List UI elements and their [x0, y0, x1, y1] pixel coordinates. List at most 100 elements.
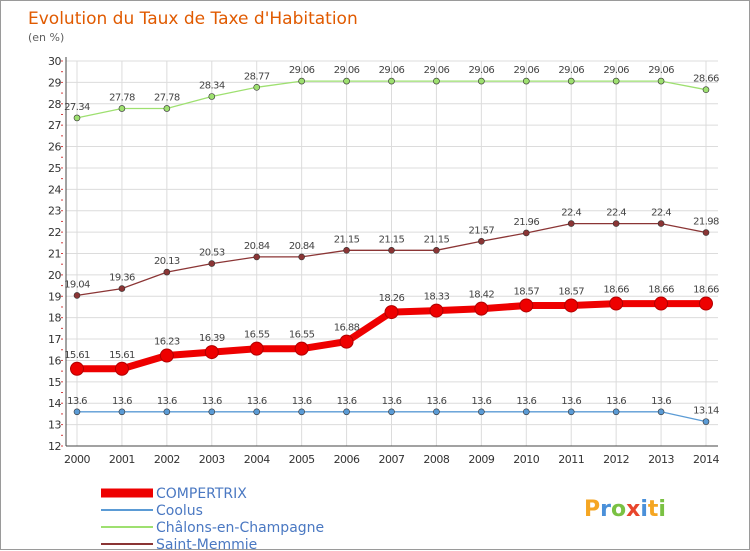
y-tick-label: 29 [48, 76, 61, 89]
y-tick-label: 18 [48, 312, 61, 325]
y-minor-tick [61, 424, 63, 426]
y-tick-label: 20 [48, 269, 61, 282]
x-tick-label: 2000 [64, 453, 90, 466]
y-tick-label: 12 [48, 440, 61, 453]
y-minor-tick [61, 231, 63, 233]
data-point-chalons-en-champagne [388, 77, 395, 85]
data-label-compertrix: 18.33 [424, 292, 450, 303]
data-point-chalons-en-champagne [478, 77, 485, 85]
logo-letter: i [658, 497, 666, 522]
y-minor-tick [61, 392, 63, 394]
data-point-chalons-en-champagne [163, 105, 171, 112]
legend-label-coolus: Coolus [156, 503, 203, 519]
data-label-chalons-en-champagne: 27.78 [109, 92, 135, 103]
x-tick-label: 2004 [244, 453, 270, 466]
y-minor-tick [61, 434, 63, 436]
data-point-compertrix [564, 298, 579, 313]
y-minor-tick [61, 178, 63, 180]
logo-letter: r [600, 497, 611, 522]
data-point-chalons-en-champagne [298, 77, 305, 85]
series-lines [70, 77, 713, 425]
data-point-saint-memmie [253, 253, 261, 261]
data-label-chalons-en-champagne: 27.78 [154, 92, 180, 103]
data-label-saint-memmie: 21.57 [469, 225, 495, 236]
data-label-saint-memmie: 21.15 [334, 234, 360, 245]
y-minor-tick [61, 253, 63, 254]
y-minor-tick [61, 220, 63, 222]
data-point-saint-memmie [163, 268, 171, 276]
y-minor-tick [61, 413, 63, 415]
data-label-coolus: 13.6 [247, 396, 267, 407]
y-minor-tick [61, 349, 63, 351]
logo-letter: o [611, 497, 626, 522]
data-label-coolus: 13.6 [651, 396, 671, 407]
y-minor-tick [61, 402, 63, 404]
legend: COMPERTRIXCoolusChâlons-en-ChampagneSain… [101, 486, 324, 551]
data-point-compertrix [429, 303, 444, 318]
data-label-chalons-en-champagne: 29.06 [558, 65, 584, 76]
data-label-compertrix: 16.88 [334, 323, 360, 334]
data-point-chalons-en-champagne [343, 77, 350, 85]
y-tick-label: 26 [48, 141, 61, 154]
y-minor-tick [61, 285, 63, 287]
data-point-compertrix [159, 348, 174, 363]
data-label-coolus: 13.6 [516, 396, 536, 407]
legend-label-chalons-en-champagne: Châlons-en-Champagne [156, 520, 324, 536]
data-label-chalons-en-champagne: 29.06 [334, 65, 360, 76]
x-tick-label: 2014 [693, 453, 719, 466]
y-tick-label: 19 [48, 290, 61, 303]
legend-label-saint-memmie: Saint-Memmie [156, 537, 257, 551]
x-tick-label: 2001 [109, 453, 135, 466]
y-minor-tick [61, 242, 63, 244]
data-label-coolus: 13.6 [426, 396, 446, 407]
data-point-compertrix [519, 298, 534, 313]
data-point-coolus [567, 408, 575, 416]
data-label-compertrix: 18.26 [379, 293, 405, 304]
y-minor-tick [61, 146, 63, 148]
y-tick-label: 23 [48, 205, 61, 218]
logo-letter: P [584, 497, 600, 522]
y-minor-tick [61, 327, 63, 329]
chart-title: Evolution du Taux de Taxe d'Habitation [28, 9, 358, 29]
data-label-coolus: 13.6 [202, 396, 222, 407]
data-label-compertrix: 16.55 [289, 330, 315, 341]
data-label-compertrix: 18.66 [648, 285, 674, 296]
data-label-compertrix: 18.66 [693, 285, 719, 296]
y-minor-tick [61, 210, 63, 212]
logo-letter: t [648, 497, 659, 522]
axes: 12 13 14 15 16 17 18 19 20 21 22 23 24 25 26 27 28 29 30 20… [48, 55, 720, 466]
data-label-coolus: 13.6 [157, 396, 177, 407]
data-point-coolus [388, 408, 395, 416]
y-tick-label: 14 [48, 397, 61, 410]
data-label-compertrix: 15.61 [64, 350, 90, 361]
data-label-saint-memmie: 20.84 [244, 241, 270, 252]
data-label-saint-memmie: 22.4 [561, 208, 581, 219]
data-label-saint-memmie: 19.36 [109, 273, 135, 284]
data-label-coolus: 13.6 [561, 396, 581, 407]
data-label-coolus: 13.6 [337, 396, 357, 407]
data-point-saint-memmie [208, 260, 216, 267]
y-minor-tick [61, 445, 63, 447]
data-point-saint-memmie [298, 253, 305, 261]
data-point-saint-memmie [343, 246, 350, 254]
y-axis-unit: (en %) [28, 31, 64, 44]
data-point-coolus [433, 408, 440, 416]
data-point-compertrix [204, 345, 219, 360]
x-tick-label: 2010 [513, 453, 539, 466]
data-point-saint-memmie [522, 229, 530, 237]
data-point-chalons-en-champagne [433, 77, 440, 85]
logo-letter: x [626, 497, 640, 522]
x-tick-label: 2012 [603, 453, 629, 466]
x-tick-label: 2009 [468, 453, 494, 466]
data-point-coolus [73, 408, 81, 416]
data-label-saint-memmie: 20.84 [289, 241, 315, 252]
y-minor-tick [61, 103, 63, 105]
y-minor-tick [61, 295, 63, 297]
data-point-compertrix [70, 361, 84, 376]
y-tick-label: 17 [48, 333, 61, 346]
y-tick-label: 28 [48, 98, 61, 111]
y-tick-label: 13 [48, 419, 61, 432]
y-minor-tick [61, 263, 63, 265]
data-label-chalons-en-champagne: 29.06 [379, 65, 405, 76]
y-minor-tick [61, 381, 63, 383]
